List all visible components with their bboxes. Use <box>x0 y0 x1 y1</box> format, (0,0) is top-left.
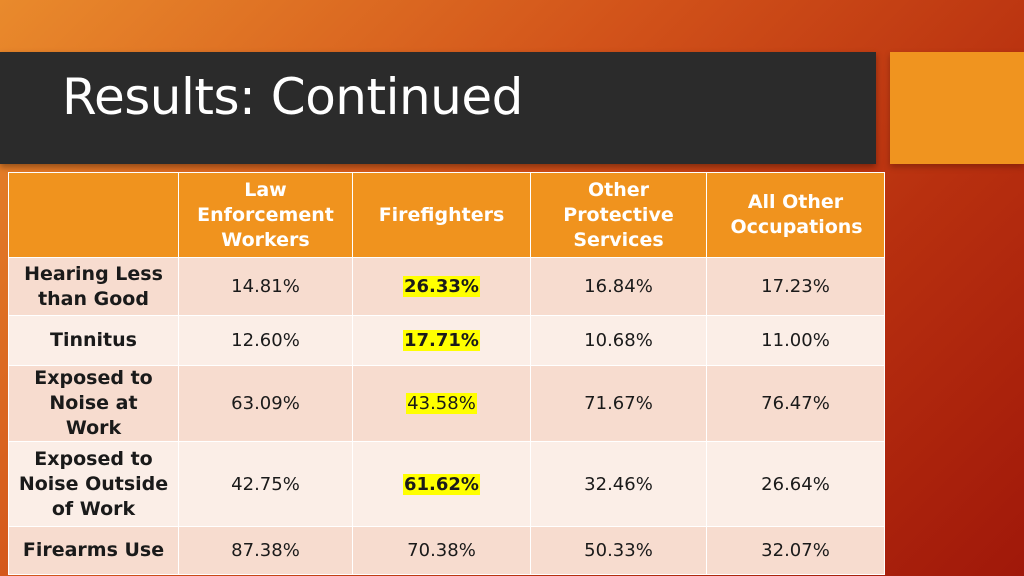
accent-box <box>890 52 1024 164</box>
row-label-text: Exposed to Noise Outside of Work <box>18 447 169 520</box>
row-label: Firearms Use <box>8 526 179 575</box>
table-header-row: Law Enforcement Workers Firefighters Oth… <box>8 172 885 258</box>
header-label: Other Protective Services <box>563 178 674 251</box>
table-cell: 43.58% <box>352 365 531 442</box>
header-label: All Other Occupations <box>730 191 863 238</box>
table-cell: 32.07% <box>706 526 885 575</box>
table-cell: 70.38% <box>352 526 531 575</box>
table-cell: 61.62% <box>352 441 531 527</box>
table-row: Tinnitus 12.60% 17.71% 10.68% 11.00% <box>8 315 885 366</box>
highlighted-value: 43.58% <box>406 393 477 414</box>
table-row: Exposed to Noise at Work 63.09% 43.58% 7… <box>8 365 885 442</box>
header-all-other: All Other Occupations <box>706 172 885 258</box>
table-cell: 42.75% <box>178 441 353 527</box>
title-bar <box>0 52 876 164</box>
highlighted-value: 17.71% <box>403 330 480 351</box>
row-label: Exposed to Noise Outside of Work <box>8 441 179 527</box>
table-cell: 50.33% <box>530 526 707 575</box>
highlighted-value: 61.62% <box>403 473 480 495</box>
header-law-enforcement: Law Enforcement Workers <box>178 172 353 258</box>
table-cell: 71.67% <box>530 365 707 442</box>
table-cell: 16.84% <box>530 257 707 316</box>
table-cell: 26.33% <box>352 257 531 316</box>
row-label-text: Hearing Less than Good <box>24 262 163 310</box>
table-cell: 63.09% <box>178 365 353 442</box>
table-cell: 17.23% <box>706 257 885 316</box>
header-empty-cell <box>8 172 179 258</box>
row-label-text: Exposed to Noise at Work <box>34 367 153 439</box>
table-cell: 12.60% <box>178 315 353 366</box>
table-cell: 14.81% <box>178 257 353 316</box>
table-cell: 11.00% <box>706 315 885 366</box>
table-cell: 76.47% <box>706 365 885 442</box>
row-label: Tinnitus <box>8 315 179 366</box>
table-cell: 26.64% <box>706 441 885 527</box>
table-row: Hearing Less than Good 14.81% 26.33% 16.… <box>8 257 885 316</box>
table-row: Exposed to Noise Outside of Work 42.75% … <box>8 441 885 527</box>
row-label: Exposed to Noise at Work <box>8 365 179 442</box>
header-firefighters: Firefighters <box>352 172 531 258</box>
table-cell: 32.46% <box>530 441 707 527</box>
table-cell: 10.68% <box>530 315 707 366</box>
table-cell: 87.38% <box>178 526 353 575</box>
row-label: Hearing Less than Good <box>8 257 179 316</box>
header-other-protective: Other Protective Services <box>530 172 707 258</box>
slide-title: Results: Continued <box>62 68 523 126</box>
table-cell: 17.71% <box>352 315 531 366</box>
header-label: Law Enforcement Workers <box>197 178 334 251</box>
results-table: Law Enforcement Workers Firefighters Oth… <box>8 172 885 575</box>
table-row: Firearms Use 87.38% 70.38% 50.33% 32.07% <box>8 526 885 575</box>
highlighted-value: 26.33% <box>403 276 480 297</box>
